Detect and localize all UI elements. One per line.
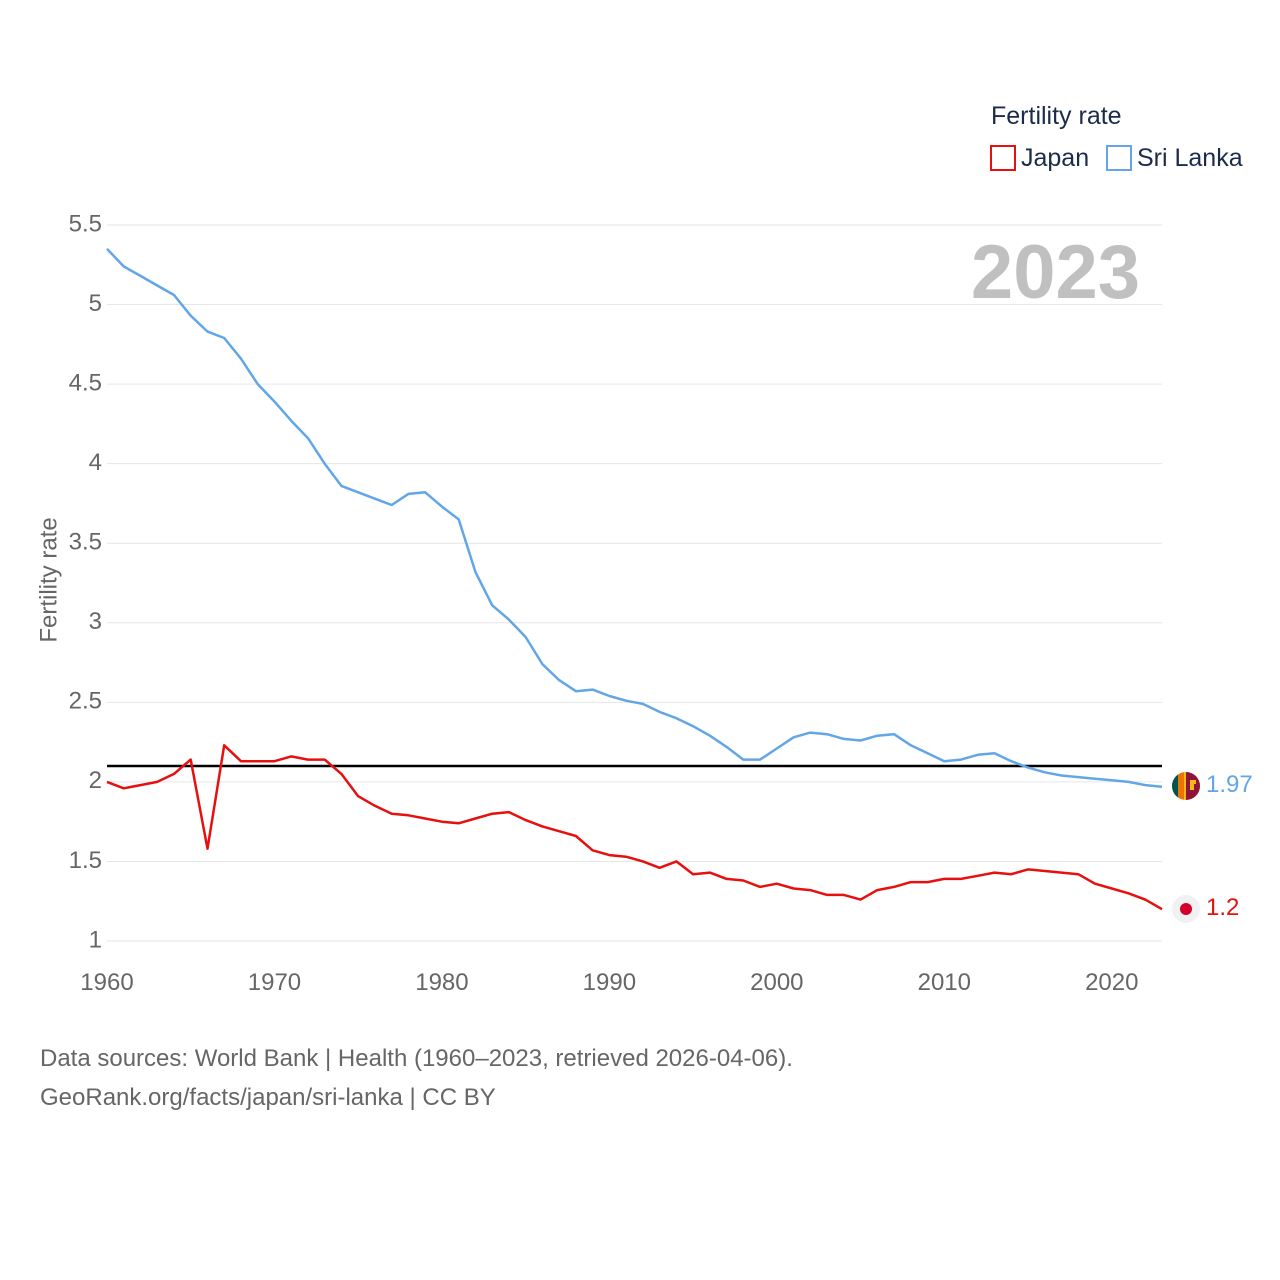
y-tick-label: 2.5 bbox=[69, 688, 102, 715]
legend: Fertility rate Japan Sri Lanka bbox=[990, 102, 1243, 172]
attribution-link[interactable]: GeoRank.org/facts/japan/sri-lanka | CC B… bbox=[40, 1084, 496, 1111]
y-axis-ticks: 1 1.5 2 2.5 3 3.5 4 4.5 5 5.5 bbox=[69, 210, 102, 953]
end-label-sri-lanka: 1.97 bbox=[1206, 771, 1253, 798]
sri-lanka-flag bbox=[1172, 772, 1200, 800]
x-tick-label: 2010 bbox=[918, 969, 971, 996]
x-tick-label: 1980 bbox=[415, 969, 468, 996]
x-tick-label: 1970 bbox=[248, 969, 301, 996]
y-tick-label: 1 bbox=[89, 926, 102, 953]
legend-swatch-japan[interactable] bbox=[990, 145, 1016, 171]
legend-title: Fertility rate bbox=[991, 102, 1122, 130]
y-tick-label: 2 bbox=[89, 767, 102, 794]
legend-label-japan[interactable]: Japan bbox=[1021, 144, 1089, 172]
y-tick-label: 3 bbox=[89, 608, 102, 635]
y-tick-label: 5.5 bbox=[69, 210, 102, 237]
end-label-japan: 1.2 bbox=[1206, 894, 1239, 921]
legend-label-sri-lanka[interactable]: Sri Lanka bbox=[1137, 144, 1243, 172]
y-tick-label: 4 bbox=[89, 449, 102, 476]
y-tick-label: 5 bbox=[89, 290, 102, 317]
x-tick-label: 2020 bbox=[1085, 969, 1138, 996]
gridlines bbox=[107, 224, 1162, 942]
legend-swatch-sri-lanka[interactable] bbox=[1106, 145, 1132, 171]
y-tick-label: 3.5 bbox=[69, 529, 102, 556]
current-year-label: 2023 bbox=[971, 230, 1140, 315]
data-source-note: Data sources: World Bank | Health (1960–… bbox=[40, 1045, 793, 1072]
y-tick-label: 4.5 bbox=[69, 369, 102, 396]
japan-flag bbox=[1172, 895, 1200, 923]
y-axis-title: Fertility rate bbox=[35, 517, 62, 642]
x-tick-label: 2000 bbox=[750, 969, 803, 996]
x-tick-label: 1960 bbox=[80, 969, 133, 996]
series-line-sri-lanka[interactable] bbox=[106, 248, 1163, 788]
series-line-japan[interactable] bbox=[106, 744, 1163, 911]
x-tick-label: 1990 bbox=[583, 969, 636, 996]
x-axis-ticks: 1960 1970 1980 1990 2000 2010 2020 bbox=[80, 969, 1138, 996]
y-tick-label: 1.5 bbox=[69, 847, 102, 874]
series-lines bbox=[106, 248, 1163, 911]
